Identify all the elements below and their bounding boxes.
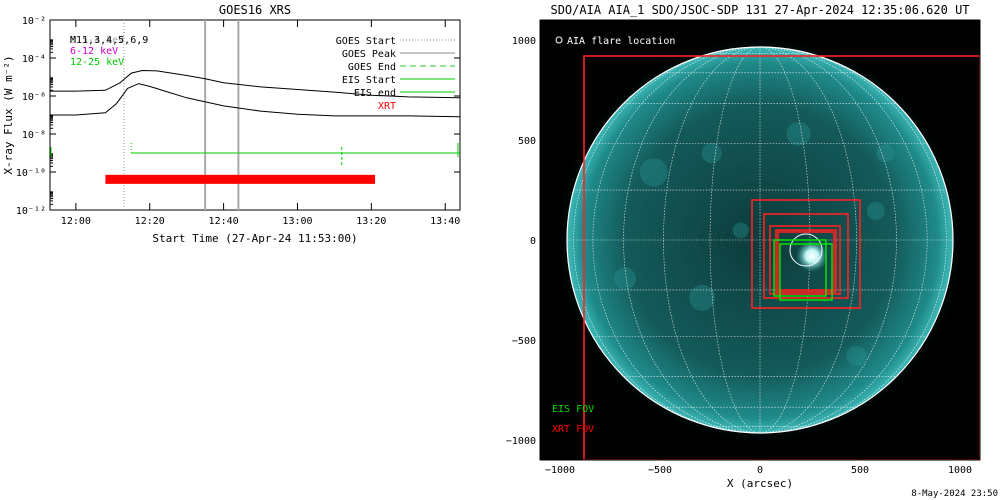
right-x-tick-label: −500: [648, 465, 672, 476]
aia-image-panel: SDO/AIA AIA_1 SDO/JSOC-SDP 131 27-Apr-20…: [506, 3, 998, 499]
flare-marker-legend: AIA flare location: [555, 36, 675, 47]
eis-fov-box: [779, 243, 833, 301]
right-y-axis: −1000 −500 0 500 1000: [506, 36, 546, 447]
right-xlabel: X (arcsec): [727, 477, 793, 490]
left-x-tick-label: 13:20: [356, 216, 386, 227]
xrt-fov-box: [777, 231, 835, 291]
footer-timestamp: 8-May-2024 23:50: [911, 489, 998, 499]
limb-circle: [566, 46, 954, 434]
flare-brightening: [796, 240, 828, 272]
channel-label: 0.5-4 keV: [70, 35, 124, 46]
right-y-tick-label: 0: [530, 236, 536, 247]
legend-label: GOES Start: [336, 36, 396, 47]
left-ylabel: X-ray Flux (W m⁻²): [2, 55, 15, 174]
right-y-tick-label: −1000: [506, 436, 536, 447]
left-y-tick-label: 10⁻⁴: [22, 54, 46, 65]
left-x-tick-label: 13:00: [282, 216, 312, 227]
flare-location-marker: [789, 233, 823, 267]
active-region-glow: [846, 345, 867, 366]
longitude-line: [709, 46, 761, 434]
xrt-coverage-bar: [105, 174, 376, 184]
xrt-fov-box: [763, 213, 849, 299]
longitude-line: [759, 46, 857, 434]
xrt-fov-box: [751, 199, 861, 309]
xrt-fov-box: [775, 229, 837, 293]
active-region-glow: [786, 121, 811, 146]
active-region-glow: [701, 143, 722, 164]
overlap-label: M11,3,4,5,6,9: [70, 35, 148, 46]
left-y-tick-label: 10⁻⁸: [22, 130, 46, 141]
active-region-glow: [689, 284, 716, 311]
right-x-tick-label: 500: [851, 465, 869, 476]
left-xlabel: Start Time (27-Apr-24 11:53:00): [152, 232, 357, 245]
right-x-tick-label: −1000: [545, 465, 575, 476]
legend-label: EIS Start: [342, 75, 396, 86]
legend-label: GOES End: [348, 62, 396, 73]
right-y-tick-label: −500: [512, 336, 536, 347]
left-y-tick-label: 10⁻¹²: [16, 206, 46, 217]
fov-legend: EIS FOV XRT FOV: [552, 404, 594, 435]
heliographic-grid: [567, 46, 953, 434]
channel-label: 12-25 keV: [70, 57, 124, 68]
sun-image: [553, 33, 980, 460]
goes-series-low-energy: [50, 69, 460, 99]
active-region-glow: [866, 202, 885, 221]
right-x-axis: −1000 −500 0 500 1000: [545, 454, 972, 476]
right-y-tick-label: 500: [518, 136, 536, 147]
left-y-axis: 10⁻¹² 10⁻¹⁰ 10⁻⁸ 10⁻⁶ 10⁻⁴ 10⁻²: [16, 16, 460, 217]
left-x-tick-label: 12:20: [135, 216, 165, 227]
right-title: SDO/AIA AIA_1 SDO/JSOC-SDP 131 27-Apr-20…: [550, 3, 969, 17]
left-y-tick-label: 10⁻¹⁰: [16, 168, 46, 179]
fov-legend-label: EIS FOV: [552, 404, 594, 415]
legend-label: XRT: [378, 101, 396, 112]
xrt-fov-box: [769, 225, 841, 295]
legend-label: GOES Peak: [342, 49, 396, 60]
longitude-line: [759, 46, 928, 434]
eis-fov-box: [773, 239, 827, 297]
left-title: GOES16 XRS: [219, 3, 291, 17]
left-legend: GOES Start GOES Peak GOES End EIS Start EIS …: [336, 36, 455, 112]
right-y-tick-label: 1000: [512, 36, 536, 47]
goes-xrs-panel: GOES16 XRS X-ray Flux (W m⁻²) Start Time…: [2, 3, 461, 245]
channel-label: 6-12 keV: [70, 46, 118, 57]
longitude-line: [573, 46, 761, 434]
active-region-glow: [613, 267, 636, 290]
longitude-line: [663, 46, 761, 434]
goes-series-high-energy: [50, 83, 460, 118]
active-region-glow: [639, 158, 668, 187]
xrt-fov-box: [583, 55, 980, 460]
active-region-glow: [732, 222, 749, 239]
right-x-tick-label: 0: [757, 465, 763, 476]
longitude-line: [759, 46, 947, 434]
longitude-line: [592, 46, 761, 434]
flare-marker-legend-icon: [555, 36, 563, 44]
flare-marker-legend-label: AIA flare location: [567, 36, 675, 47]
left-x-axis: 12:00 12:20 12:40 13:00 13:20 13:40: [61, 20, 460, 227]
fov-legend-label: XRT FOV: [552, 424, 594, 435]
left-x-tick-label: 12:40: [209, 216, 239, 227]
left-y-tick-label: 10⁻²: [22, 16, 46, 27]
left-y-tick-label: 10⁻⁶: [22, 92, 46, 103]
right-x-tick-label: 1000: [948, 465, 972, 476]
left-x-tick-label: 13:40: [430, 216, 460, 227]
left-x-tick-label: 12:00: [61, 216, 91, 227]
left-plot-area: [50, 20, 460, 210]
legend-label: EIS end: [354, 88, 396, 99]
active-region-glow: [876, 144, 895, 163]
